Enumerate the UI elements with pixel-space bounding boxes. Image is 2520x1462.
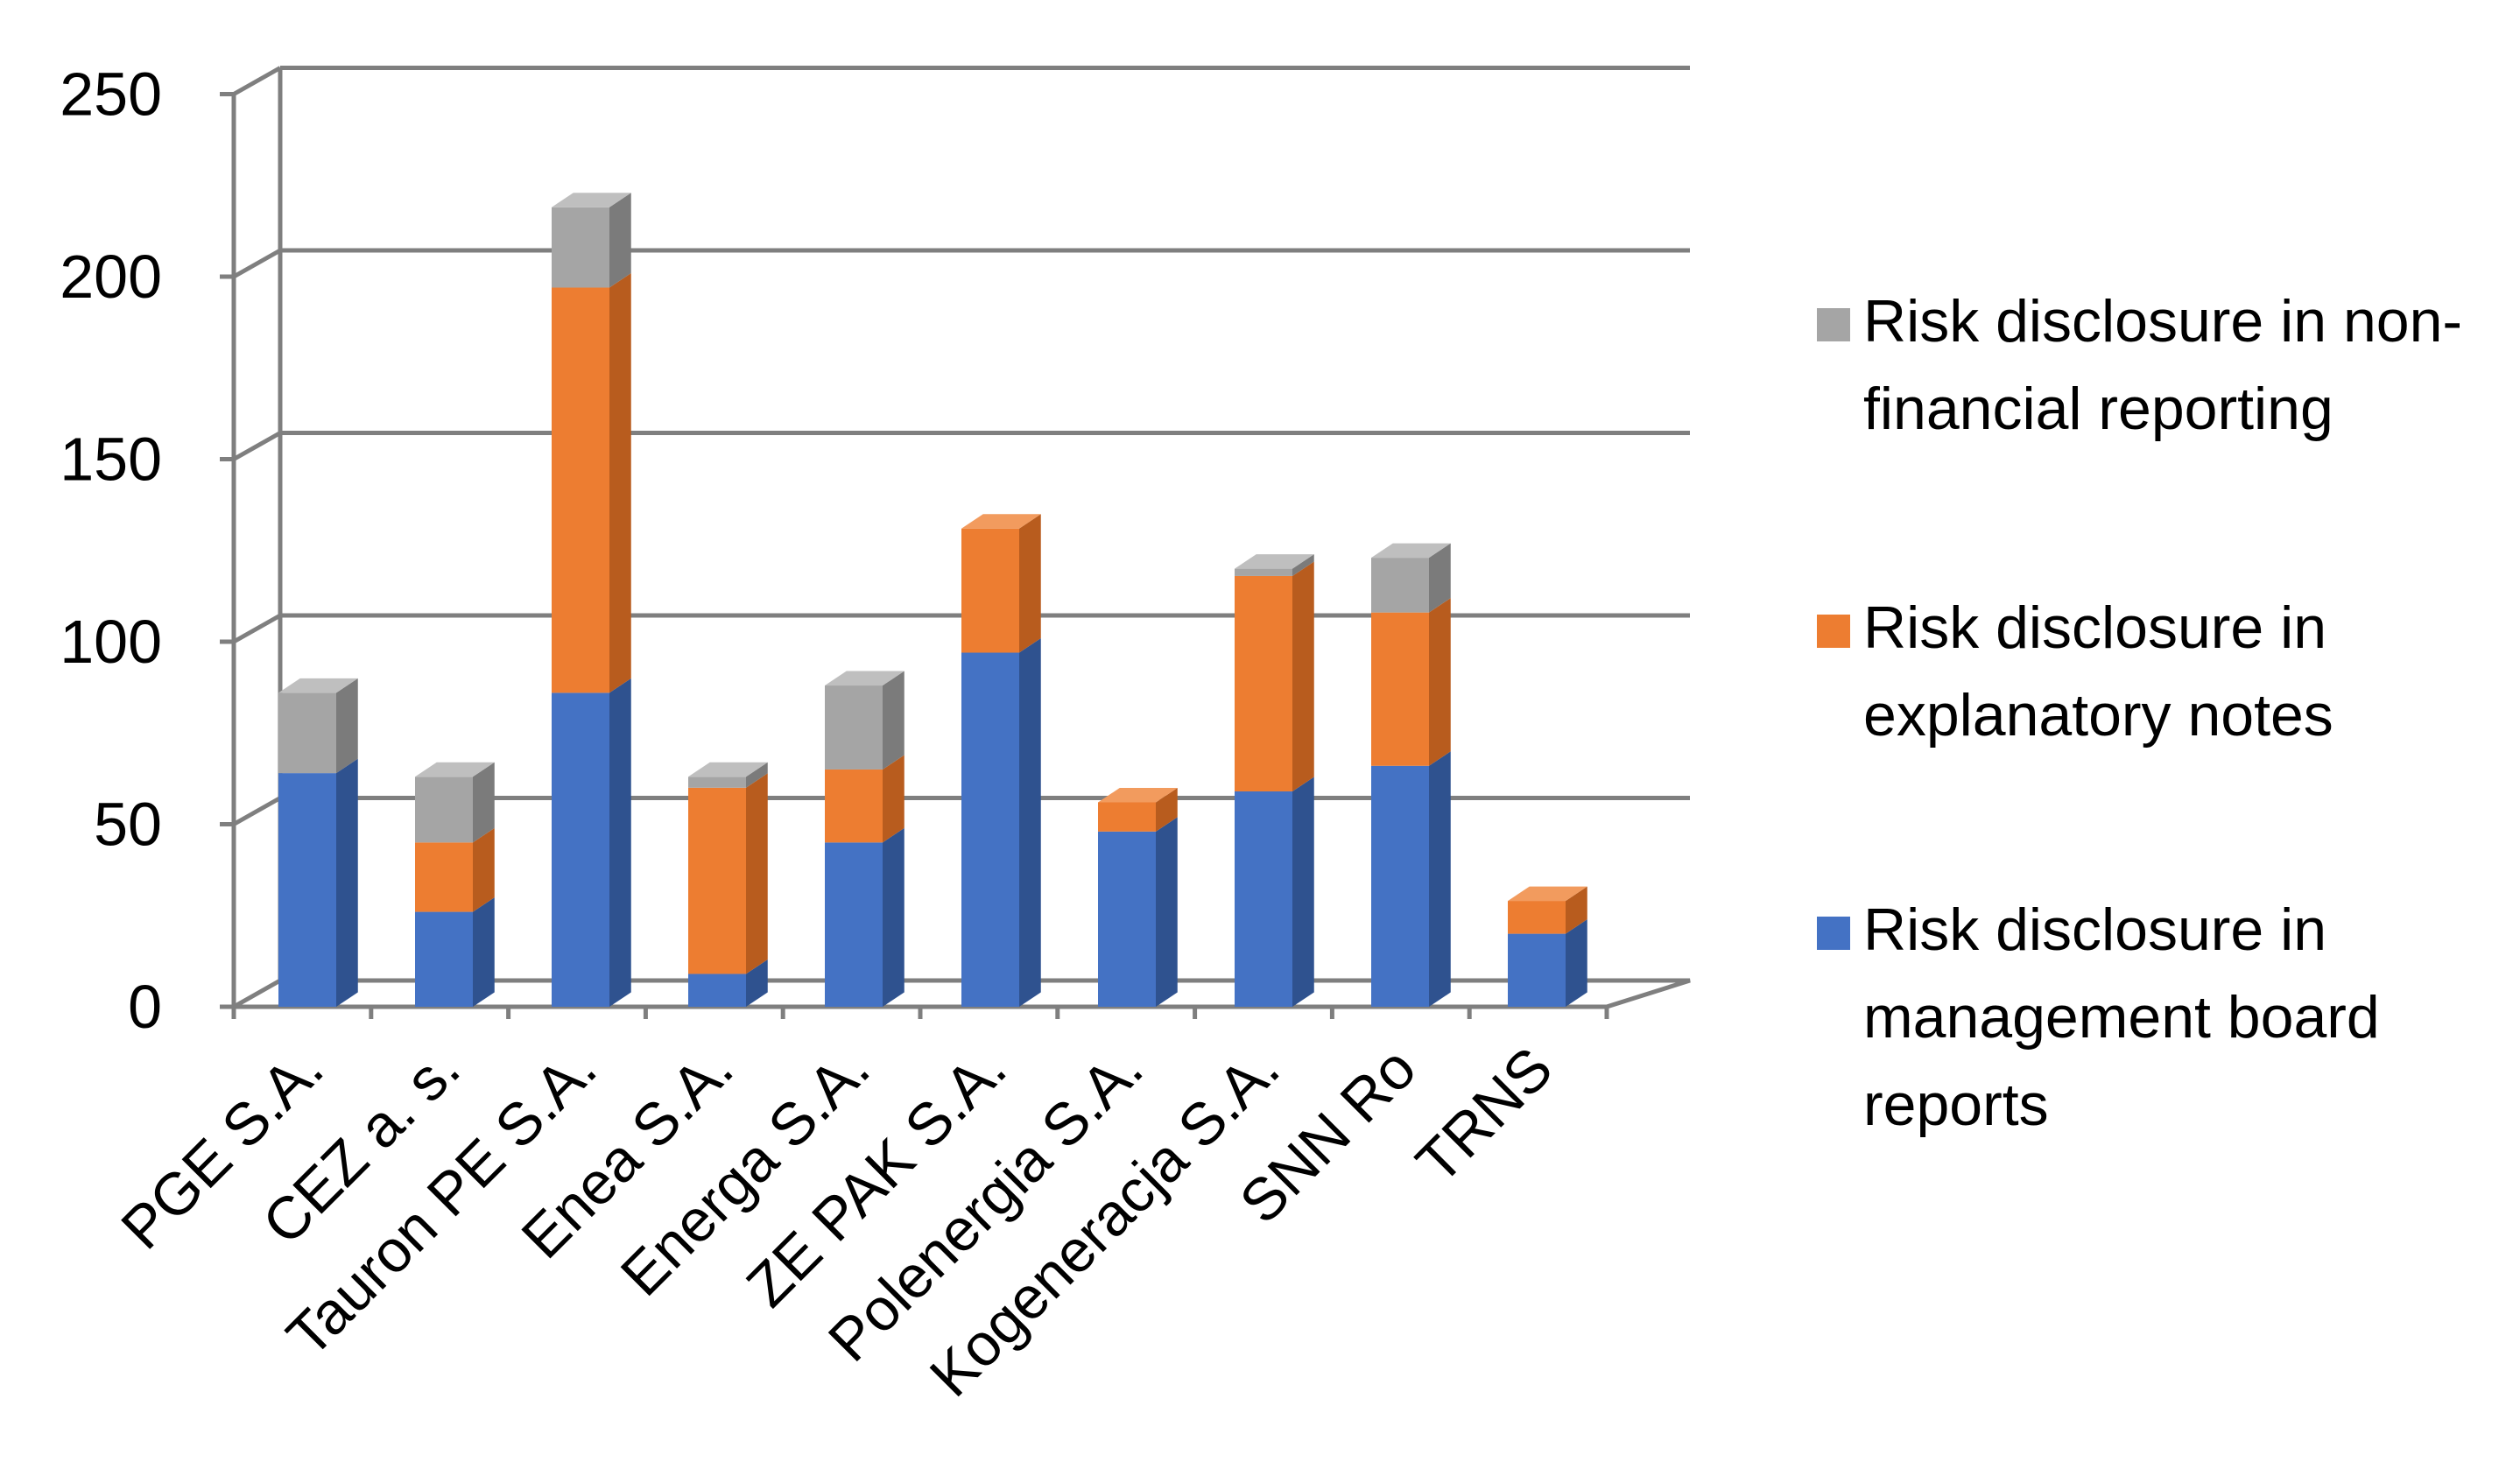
bar-top-8 xyxy=(1235,554,1314,569)
bar-side-3-1 xyxy=(336,678,358,774)
bar-segment-1-8 xyxy=(1235,791,1292,1007)
legend-label-3-line-2: financial reporting xyxy=(1863,376,2333,442)
bar-segment-2-6 xyxy=(961,528,1019,653)
bar-top-10 xyxy=(1508,886,1587,902)
bar-side-3-3 xyxy=(609,193,631,288)
bar-side-3-9 xyxy=(1429,543,1451,613)
bars xyxy=(278,193,1587,1007)
bar-side-1-7 xyxy=(1156,817,1178,1007)
legend-swatch-3 xyxy=(1817,308,1850,341)
legend-swatch-2 xyxy=(1817,615,1850,648)
bar-side-3-5 xyxy=(883,671,905,770)
bar-top-3 xyxy=(552,193,631,207)
gridline-depth xyxy=(232,66,282,96)
bar-segment-2-7 xyxy=(1098,802,1156,832)
bar-segment-2-3 xyxy=(552,287,609,693)
gridline-depth xyxy=(232,613,282,644)
bar-segment-1-7 xyxy=(1098,831,1156,1007)
bar-side-1-5 xyxy=(883,827,905,1007)
legend-label-3-line-1: Risk disclosure in non- xyxy=(1863,288,2462,355)
bar-top-1 xyxy=(278,678,358,693)
bar-segment-2-10 xyxy=(1508,901,1566,934)
bar-segment-1-5 xyxy=(825,842,883,1007)
bar-side-1-3 xyxy=(609,678,631,1007)
bar-side-1-2 xyxy=(473,897,495,1007)
bar-side-1-4 xyxy=(746,959,768,1007)
bar-segment-3-5 xyxy=(825,685,883,770)
bar-segment-3-1 xyxy=(278,692,336,774)
bar-segment-2-5 xyxy=(825,769,883,843)
bar-segment-1-6 xyxy=(961,652,1019,1007)
bar-side-1-9 xyxy=(1429,751,1451,1007)
bar-side-2-7 xyxy=(1156,787,1178,832)
bar-side-3-2 xyxy=(473,762,495,843)
legend-label-1-line-1: Risk disclosure in xyxy=(1863,896,2326,963)
bar-side-2-2 xyxy=(473,827,495,912)
bar-top-9 xyxy=(1371,543,1451,559)
bar-segment-1-9 xyxy=(1371,765,1429,1007)
y-tick-label: 150 xyxy=(60,425,162,494)
legend-label-1-line-2: management board xyxy=(1863,984,2380,1051)
bar-segment-3-9 xyxy=(1371,558,1429,613)
bar-side-2-3 xyxy=(609,273,631,693)
gridline-depth xyxy=(232,248,282,279)
gridline-depth xyxy=(232,431,282,461)
bar-segment-3-2 xyxy=(415,777,473,843)
bar-segment-2-8 xyxy=(1235,575,1292,791)
y-tick-label: 100 xyxy=(60,608,162,676)
legend-label-2-line-1: Risk disclosure in xyxy=(1863,594,2326,661)
gridline-depth xyxy=(232,796,282,826)
bar-segment-2-9 xyxy=(1371,612,1429,766)
bar-side-1-1 xyxy=(336,758,358,1007)
bar-side-2-4 xyxy=(746,773,768,974)
bar-top-5 xyxy=(825,671,905,686)
bar-side-2-6 xyxy=(1019,514,1041,653)
bar-segment-3-4 xyxy=(688,777,746,788)
bar-side-2-5 xyxy=(883,755,905,843)
legend-label-2-line-2: explanatory notes xyxy=(1863,682,2333,749)
bar-segment-2-4 xyxy=(688,787,746,974)
y-tick-label: 200 xyxy=(60,242,162,311)
x-axis-tick-labels: PGE S.A.CEZ a. s.Tauron PE S.A.Enea S.A.… xyxy=(109,1035,1566,1409)
bar-segment-3-3 xyxy=(552,207,609,288)
legend-label-1-line-3: reports xyxy=(1863,1072,2049,1138)
bar-side-2-8 xyxy=(1292,561,1314,791)
bar-side-1-6 xyxy=(1019,638,1041,1007)
bar-segment-1-2 xyxy=(415,911,473,1007)
legend-swatch-1 xyxy=(1817,917,1850,950)
bar-top-7 xyxy=(1098,787,1178,803)
bar-side-3-4 xyxy=(746,762,768,788)
y-tick-label: 0 xyxy=(128,973,162,1041)
y-tick-label: 50 xyxy=(94,791,162,859)
x-tick-label: TRNS xyxy=(1404,1035,1566,1197)
bar-top-4 xyxy=(688,762,768,777)
bar-segment-1-4 xyxy=(688,973,746,1007)
bar-side-2-9 xyxy=(1429,598,1451,766)
legend: Risk disclosure in non-financial reporti… xyxy=(1817,288,2462,1138)
bar-segment-1-10 xyxy=(1508,933,1566,1007)
bar-side-1-10 xyxy=(1566,919,1587,1007)
bar-side-3-8 xyxy=(1292,554,1314,576)
bar-segment-1-1 xyxy=(278,773,336,1007)
y-axis-tick-labels: 0 50 100 150 200 250 xyxy=(60,60,162,1042)
bar-top-6 xyxy=(961,514,1041,529)
bar-segment-1-3 xyxy=(552,692,609,1007)
bar-segment-3-8 xyxy=(1235,568,1292,576)
bar-segment-2-2 xyxy=(415,842,473,912)
bar-side-1-8 xyxy=(1292,777,1314,1007)
y-tick-label: 250 xyxy=(60,60,162,129)
bar-top-2 xyxy=(415,762,495,777)
bar-side-2-10 xyxy=(1566,886,1587,934)
